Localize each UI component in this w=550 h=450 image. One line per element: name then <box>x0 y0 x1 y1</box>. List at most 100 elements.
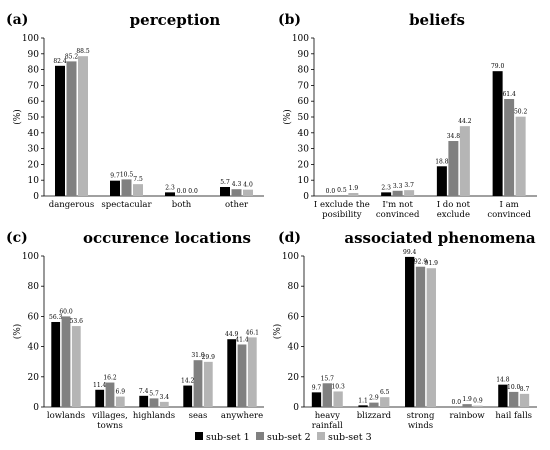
data-label-c-2-1: 5.7 <box>149 390 159 397</box>
bar-c-3-0 <box>183 385 193 407</box>
category-label-c-4-0: anywhere <box>221 411 263 421</box>
y-tick-label-b-30: 30 <box>298 145 310 155</box>
legend-swatch-2 <box>256 432 264 440</box>
data-label-a-1-0: 9.7 <box>110 173 120 180</box>
y-tick-label-b-40: 40 <box>298 129 310 139</box>
y-tick-label-c-20: 20 <box>28 373 40 383</box>
data-label-b-3-1: 61.4 <box>502 91 516 98</box>
data-label-a-1-1: 10.5 <box>120 171 134 178</box>
data-label-a-0-0: 82.4 <box>53 58 67 65</box>
bar-a-1-1 <box>121 179 132 196</box>
category-label-c-1-1: towns <box>97 421 123 431</box>
data-label-c-0-0: 56.3 <box>49 314 63 321</box>
category-label-b-2-0: I do not <box>437 200 471 210</box>
data-label-c-0-1: 60.0 <box>59 308 73 315</box>
bar-a-1-0 <box>110 180 120 196</box>
category-label-a-0-0: dangerous <box>49 200 94 210</box>
data-label-a-3-0: 5.7 <box>220 179 230 186</box>
y-tick-label-a-80: 80 <box>28 66 40 76</box>
legend-label-2: sub-set 2 <box>267 432 311 443</box>
data-label-d-3-1: 1.9 <box>462 396 472 403</box>
y-axis-label-a: (%) <box>12 109 23 125</box>
data-label-b-1-2: 3.7 <box>404 182 414 189</box>
data-label-c-4-1: 41.4 <box>235 336 249 343</box>
panel-letter-a: (a) <box>6 12 28 28</box>
y-tick-label-c-40: 40 <box>28 343 40 353</box>
legend-label-3: sub-set 3 <box>328 432 372 443</box>
bar-a-3-0 <box>220 186 230 196</box>
category-label-b-3-1: convinced <box>487 210 531 220</box>
y-tick-label-a-30: 30 <box>28 145 40 155</box>
bar-a-0-2 <box>78 56 88 196</box>
data-label-b-2-1: 34.8 <box>447 133 461 140</box>
y-tick-label-a-50: 50 <box>28 113 40 123</box>
category-label-d-0-0: heavy <box>315 411 340 421</box>
y-tick-label-a-60: 60 <box>28 97 40 107</box>
bar-c-2-1 <box>149 398 159 407</box>
category-label-d-1-0: blizzard <box>357 411 392 421</box>
bar-c-3-2 <box>203 361 213 407</box>
data-label-d-2-0: 99.4 <box>403 249 417 256</box>
data-label-c-3-1: 31.0 <box>191 352 205 359</box>
category-label-c-0-0: lowlands <box>47 411 85 421</box>
bar-c-2-0 <box>139 395 149 407</box>
data-label-c-3-2: 29.9 <box>202 354 216 361</box>
data-label-d-1-2: 6.5 <box>380 389 390 396</box>
data-label-d-0-2: 10.3 <box>331 383 345 390</box>
category-label-b-2-1: exclude <box>437 210 470 220</box>
y-tick-label-c-100: 100 <box>22 252 39 262</box>
y-axis-label-d: (%) <box>272 324 283 340</box>
bar-c-4-2 <box>247 337 257 407</box>
bar-a-2-0 <box>165 192 175 196</box>
data-label-b-2-2: 44.2 <box>458 118 472 125</box>
bar-a-0-0 <box>55 65 65 196</box>
bar-c-1-2 <box>115 396 125 407</box>
category-label-b-0-0: I exclude the <box>314 200 370 210</box>
data-label-d-1-0: 1.1 <box>358 397 368 404</box>
bar-b-1-0 <box>381 192 392 196</box>
panel-letter-b: (b) <box>278 12 301 28</box>
legend: sub-set 1 sub-set 2 sub-set 3 <box>195 432 372 443</box>
y-tick-label-a-100: 100 <box>22 34 39 44</box>
y-tick-label-b-10: 10 <box>298 176 310 186</box>
category-label-a-2-0: both <box>172 200 192 210</box>
bar-d-3-1 <box>462 404 472 407</box>
bar-d-1-1 <box>369 402 379 407</box>
bar-d-2-1 <box>415 266 426 407</box>
y-tick-label-b-80: 80 <box>298 66 310 76</box>
y-tick-label-a-70: 70 <box>28 81 40 91</box>
y-tick-label-d-60: 60 <box>288 312 300 322</box>
y-axis-label-b: (%) <box>282 109 293 125</box>
panel-d: (d) associated phenomena (%) 0 20 40 60 80 100 9.… <box>272 229 537 431</box>
bar-c-4-1 <box>237 344 247 407</box>
panel-a: (a) perception (%) 0 10 20 30 40 50 60 70 80 90 100 82… <box>6 11 264 210</box>
y-tick-label-b-100: 100 <box>292 34 309 44</box>
data-label-b-3-0: 79.0 <box>491 63 505 70</box>
y-tick-label-c-80: 80 <box>28 282 40 292</box>
bar-c-4-0 <box>227 339 237 407</box>
bar-d-1-2 <box>380 397 390 407</box>
panel-title-b: beliefs <box>409 11 465 29</box>
panel-title-a: perception <box>130 11 221 29</box>
bar-b-3-1 <box>504 98 515 196</box>
data-label-d-3-0: 0.0 <box>452 399 462 406</box>
y-tick-label-d-100: 100 <box>282 252 299 262</box>
bar-d-0-2 <box>333 391 343 407</box>
data-label-b-0-2: 1.9 <box>349 185 359 192</box>
data-label-c-2-0: 7.4 <box>139 388 149 395</box>
y-axis-label-c: (%) <box>12 324 23 340</box>
bar-a-1-2 <box>133 184 143 196</box>
bar-b-0-1 <box>336 195 347 196</box>
category-label-b-1-1: convinced <box>376 210 420 220</box>
bar-d-4-2 <box>519 393 530 407</box>
data-label-d-2-1: 92.9 <box>414 259 428 266</box>
bar-c-3-1 <box>193 360 203 407</box>
bar-d-2-2 <box>426 268 436 407</box>
data-label-b-2-0: 18.8 <box>435 158 449 165</box>
legend-swatch-3 <box>317 432 325 440</box>
y-tick-label-b-50: 50 <box>298 113 310 123</box>
data-label-b-1-1: 3.3 <box>393 183 403 190</box>
y-tick-label-d-80: 80 <box>288 282 300 292</box>
bar-c-2-2 <box>159 401 169 407</box>
category-label-d-2-1: winds <box>408 421 433 431</box>
